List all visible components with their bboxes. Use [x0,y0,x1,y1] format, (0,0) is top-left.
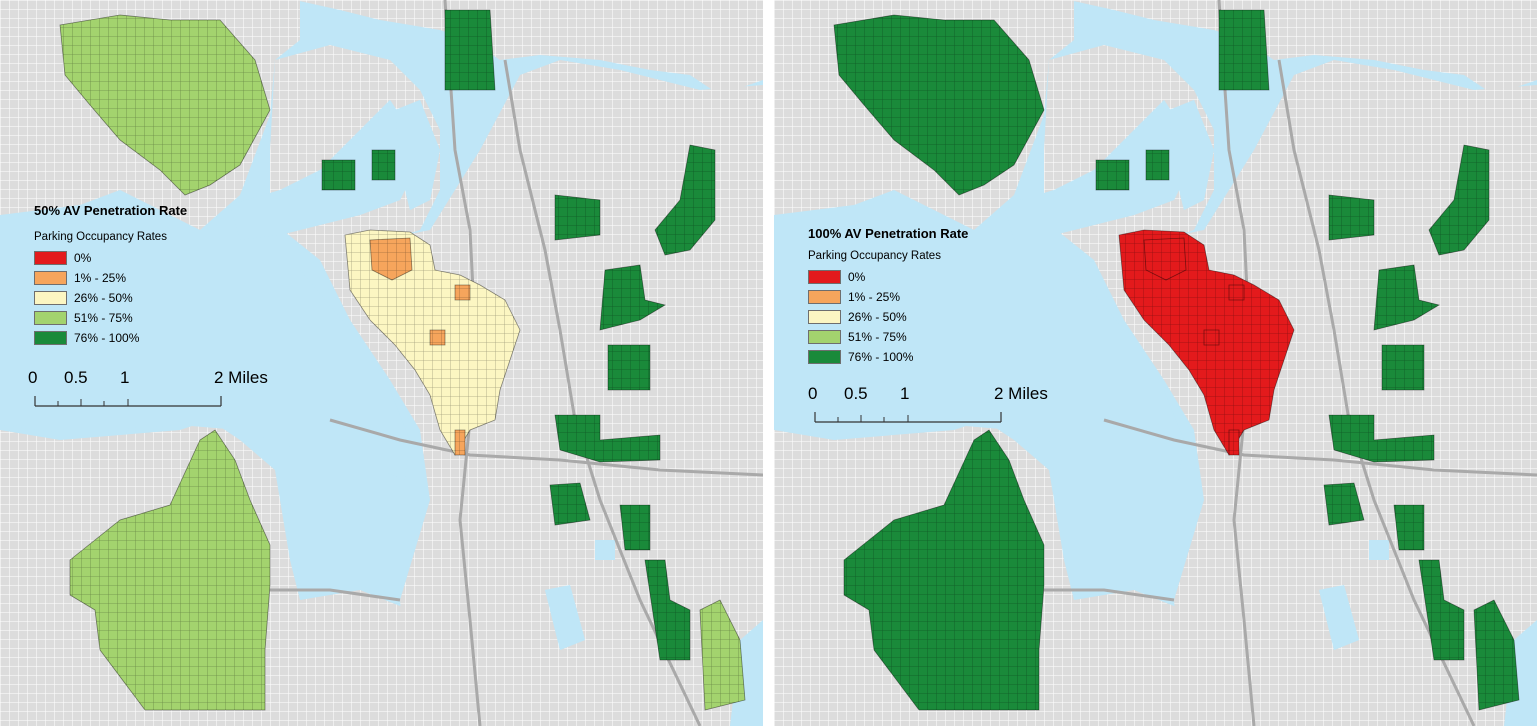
region-grid [555,415,660,462]
region-grid [1096,160,1129,190]
scale-ruler [814,412,1002,423]
legend-label: 0% [74,251,92,265]
legend-label: 0% [848,270,866,284]
legend-title: 50% AV Penetration Rate [34,203,188,218]
legend-swatch [34,271,67,285]
legend-swatch [808,350,841,364]
legend-swatch [808,270,841,284]
region-grid [600,265,665,330]
legend-label: 51% - 75% [848,330,907,344]
legend-title: 100% AV Penetration Rate [808,226,969,241]
region-grid [1419,560,1464,660]
legend-swatch [808,310,841,324]
region-grid [550,483,590,525]
water-body [545,585,585,650]
legend-subtitle: Parking Occupancy Rates [808,250,941,262]
region-grid [700,600,745,710]
region-grid [1219,10,1269,90]
highway [503,59,702,726]
water-body [1369,540,1389,560]
region-grid [1229,430,1239,455]
scale-label-0: 0 [28,368,38,387]
legend-label: 51% - 75% [74,311,133,325]
region-grid [1229,285,1244,300]
legend-label: 26% - 50% [848,310,907,324]
region-grid [70,430,270,710]
highway [1103,418,1537,477]
street-grid [295,0,763,95]
legend-swatch [34,251,67,265]
scale-label-0: 0 [808,384,818,403]
region-grid [1374,265,1439,330]
map-panel-100-percent: 100% AV Penetration Rate Parking Occupan… [774,0,1537,726]
region-grid [608,345,650,390]
region-grid [645,560,690,660]
legend-swatch [808,330,841,344]
legend-label: 76% - 100% [74,331,140,345]
highway [270,588,401,602]
region-grid [372,150,395,180]
water-body [774,215,1184,480]
region-grid [445,10,495,90]
region-grid [620,505,650,550]
street-grid [320,60,763,726]
region-grid [1324,483,1364,525]
scale-label-2-miles: 2 Miles [994,384,1048,403]
legend-label: 1% - 25% [74,271,127,285]
region-grid [1329,415,1434,462]
map-canvas [0,0,763,726]
highway [1277,59,1476,726]
scale-label-2-miles: 2 Miles [214,368,268,387]
legend-label: 76% - 100% [848,350,914,364]
region-grid [1382,345,1424,390]
water-body [0,215,410,480]
legend-swatch [34,331,67,345]
highway [329,418,763,477]
legend-swatch [34,291,67,305]
region-grid [555,195,600,240]
water-body [395,100,440,210]
region-grid [1474,600,1519,710]
legend-subtitle: Parking Occupancy Rates [34,231,167,243]
region-grid [370,238,412,280]
street-grid [1094,60,1537,726]
region-grid [1329,195,1374,240]
water-body [595,540,615,560]
street-grid [1074,590,1184,726]
street-grid [300,590,410,726]
street-grid [1069,0,1537,95]
region-grid [60,15,270,195]
legend-swatch [34,311,67,325]
highway [1044,588,1175,602]
region-grid [834,15,1044,195]
region-grid [1204,330,1219,345]
scale-label-1: 1 [120,368,130,387]
scale-label-0-5: 0.5 [844,384,868,403]
scale-label-0-5: 0.5 [64,368,88,387]
region-grid [1429,145,1489,255]
region-grid [1146,150,1169,180]
region-grid [455,285,470,300]
region-grid [655,145,715,255]
water-body [1169,100,1214,210]
scale-ruler [34,396,222,407]
map-canvas [774,0,1537,726]
map-panel-50-percent: 50% AV Penetration Rate Parking Occupanc… [0,0,763,726]
water-body [1319,585,1359,650]
legend-label: 1% - 25% [848,290,901,304]
region-grid [455,430,465,455]
region-grid [322,160,355,190]
region-grid [1144,238,1186,280]
region-grid [430,330,445,345]
legend-swatch [808,290,841,304]
region-grid [844,430,1044,710]
scale-label-1: 1 [900,384,910,403]
region-grid [1394,505,1424,550]
legend-label: 26% - 50% [74,291,133,305]
